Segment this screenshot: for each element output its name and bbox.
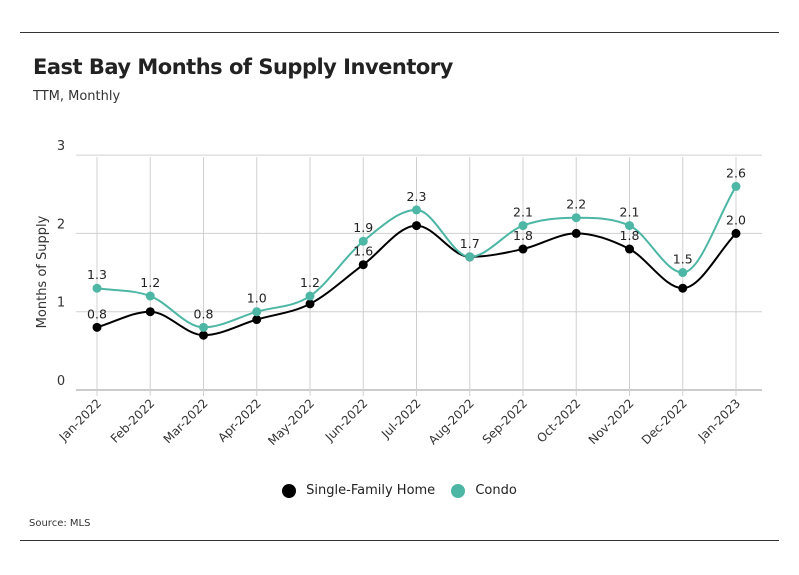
data-label-single-family-home-sep-2022: 1.8 bbox=[513, 228, 533, 243]
data-point-condo-apr-2022 bbox=[252, 307, 262, 317]
data-point-condo-jul-2022 bbox=[412, 205, 421, 215]
top-rule bbox=[20, 32, 779, 33]
data-point-single-family-home-jan-2022 bbox=[92, 322, 102, 332]
data-label-condo-jul-2022: 2.3 bbox=[407, 189, 427, 204]
legend-label-condo: Condo bbox=[475, 483, 517, 498]
data-point-condo-may-2022 bbox=[305, 291, 315, 301]
data-point-condo-jan-2022 bbox=[92, 283, 102, 293]
x-tick-label-apr-2022: Apr-2022 bbox=[215, 396, 264, 445]
x-tick-label-aug-2022: Aug-2022 bbox=[426, 396, 477, 447]
data-point-single-family-home-oct-2022 bbox=[571, 228, 581, 238]
legend-swatch-condo bbox=[451, 483, 466, 498]
data-label-condo-feb-2022: 1.2 bbox=[140, 275, 160, 290]
data-point-condo-jun-2022 bbox=[358, 236, 368, 246]
data-point-condo-oct-2022 bbox=[571, 213, 581, 223]
data-label-condo-may-2022: 1.2 bbox=[300, 275, 320, 290]
y-tick-label-1: 1 bbox=[57, 296, 65, 311]
legend-item-condo[interactable]: Condo bbox=[451, 483, 517, 498]
y-tick-label-0: 0 bbox=[57, 374, 65, 389]
x-tick-label-feb-2022: Feb-2022 bbox=[108, 396, 158, 446]
data-point-single-family-home-dec-2022 bbox=[678, 283, 688, 293]
data-point-condo-aug-2022 bbox=[465, 252, 475, 262]
x-tick-label-mar-2022: Mar-2022 bbox=[161, 396, 211, 446]
x-tick-label-sep-2022: Sep-2022 bbox=[480, 396, 531, 447]
data-point-condo-jan-2023 bbox=[731, 181, 741, 191]
data-point-single-family-home-may-2022 bbox=[305, 299, 315, 309]
x-tick-label-nov-2022: Nov-2022 bbox=[586, 396, 637, 447]
data-point-single-family-home-jul-2022 bbox=[412, 221, 421, 231]
line-chart: 0 1 2 3 Jan-2022 Feb-2022 Mar-2022 Apr-2022 May-… bbox=[35, 139, 762, 448]
data-label-single-family-home-jun-2022: 1.6 bbox=[353, 244, 373, 259]
data-point-single-family-home-sep-2022 bbox=[518, 244, 528, 254]
x-tick-label-jul-2022: Jul-2022 bbox=[378, 396, 424, 442]
bottom-rule bbox=[20, 540, 779, 541]
data-label-single-family-home-nov-2022: 1.8 bbox=[620, 228, 640, 243]
y-axis-title: Months of Supply bbox=[35, 215, 50, 328]
chart-subtitle: TTM, Monthly bbox=[33, 89, 121, 104]
data-label-condo-sep-2022: 2.1 bbox=[513, 205, 533, 220]
data-point-condo-mar-2022 bbox=[199, 322, 208, 332]
y-tick-label-2: 2 bbox=[57, 217, 65, 232]
data-label-condo-nov-2022: 2.1 bbox=[620, 205, 640, 220]
data-label-condo-jun-2022: 1.9 bbox=[353, 220, 373, 235]
data-label-condo-dec-2022: 1.5 bbox=[673, 252, 693, 267]
data-point-single-family-home-mar-2022 bbox=[199, 330, 208, 340]
x-tick-label-oct-2022: Oct-2022 bbox=[534, 396, 583, 445]
data-point-single-family-home-jun-2022 bbox=[358, 260, 368, 270]
data-label-condo-mar-2022: 0.8 bbox=[194, 306, 214, 321]
x-tick-label-jun-2022: Jun-2022 bbox=[322, 396, 371, 445]
data-point-condo-feb-2022 bbox=[145, 291, 155, 301]
data-point-single-family-home-nov-2022 bbox=[625, 244, 634, 254]
source-note: Source: MLS bbox=[29, 518, 91, 529]
data-label-single-family-home-jan-2023: 2.0 bbox=[726, 212, 746, 227]
legend-label-single-family: Single-Family Home bbox=[306, 483, 436, 498]
chart-title: East Bay Months of Supply Inventory bbox=[33, 55, 453, 79]
x-tick-label-dec-2022: Dec-2022 bbox=[639, 396, 690, 447]
data-label-condo-apr-2022: 1.0 bbox=[247, 291, 267, 306]
chart-legend: Single-Family Home Condo bbox=[0, 483, 799, 502]
data-point-condo-dec-2022 bbox=[678, 268, 688, 278]
data-point-single-family-home-feb-2022 bbox=[145, 307, 155, 317]
y-tick-label-3: 3 bbox=[57, 139, 65, 154]
data-label-condo-jan-2023: 2.6 bbox=[726, 165, 746, 180]
data-point-single-family-home-apr-2022 bbox=[252, 315, 262, 325]
x-tick-label-jan-2023: Jan-2023 bbox=[695, 396, 743, 444]
data-point-condo-nov-2022 bbox=[625, 221, 634, 231]
data-label-condo-oct-2022: 2.2 bbox=[566, 197, 586, 212]
x-tick-label-may-2022: May-2022 bbox=[265, 396, 317, 448]
data-label-single-family-home-jan-2022: 0.8 bbox=[87, 306, 107, 321]
data-point-single-family-home-jan-2023 bbox=[731, 228, 741, 238]
legend-item-single-family[interactable]: Single-Family Home bbox=[282, 483, 435, 498]
legend-swatch-single-family bbox=[282, 483, 297, 498]
data-label-condo-aug-2022: 1.7 bbox=[460, 236, 480, 251]
data-point-condo-sep-2022 bbox=[518, 221, 528, 231]
data-label-condo-jan-2022: 1.3 bbox=[87, 267, 107, 282]
x-tick-label-jan-2022: Jan-2022 bbox=[56, 396, 104, 444]
